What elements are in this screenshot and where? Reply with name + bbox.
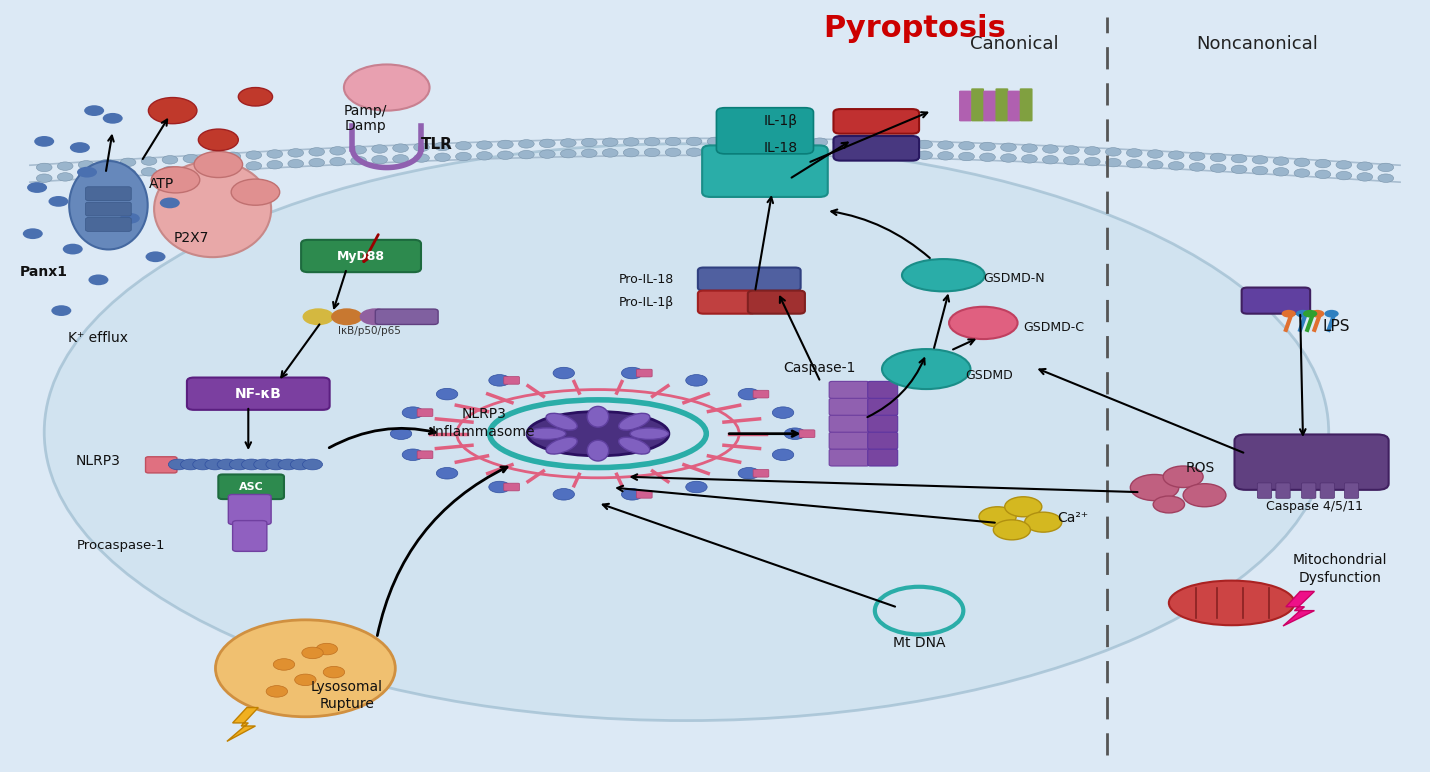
Circle shape xyxy=(323,666,345,678)
Ellipse shape xyxy=(44,144,1328,720)
Circle shape xyxy=(273,659,295,670)
Circle shape xyxy=(204,153,220,161)
FancyBboxPatch shape xyxy=(86,202,132,216)
Text: GSDMD-C: GSDMD-C xyxy=(1024,321,1084,334)
Circle shape xyxy=(330,157,346,166)
Text: Canonical: Canonical xyxy=(971,35,1060,52)
Circle shape xyxy=(34,136,54,147)
Circle shape xyxy=(1190,152,1205,161)
Circle shape xyxy=(225,152,240,161)
Ellipse shape xyxy=(1168,581,1294,625)
Text: LPS: LPS xyxy=(1323,319,1350,334)
Circle shape xyxy=(784,428,805,439)
Circle shape xyxy=(958,152,974,161)
Circle shape xyxy=(413,154,429,162)
Circle shape xyxy=(57,162,73,171)
Circle shape xyxy=(1281,310,1296,317)
Circle shape xyxy=(1042,155,1058,164)
Ellipse shape xyxy=(588,440,609,461)
Text: NLRP3: NLRP3 xyxy=(76,454,122,468)
Circle shape xyxy=(622,489,644,500)
Circle shape xyxy=(791,148,807,157)
Circle shape xyxy=(332,308,362,325)
Circle shape xyxy=(1310,310,1324,317)
Circle shape xyxy=(232,179,280,205)
Text: Pyroptosis: Pyroptosis xyxy=(824,14,1007,42)
FancyBboxPatch shape xyxy=(716,108,814,154)
Circle shape xyxy=(769,137,785,146)
Circle shape xyxy=(1127,149,1143,157)
FancyBboxPatch shape xyxy=(86,187,132,201)
Text: Pro-IL-1β: Pro-IL-1β xyxy=(619,296,674,309)
FancyBboxPatch shape xyxy=(799,430,815,438)
Circle shape xyxy=(539,139,555,147)
Ellipse shape xyxy=(902,259,985,291)
Circle shape xyxy=(602,138,618,147)
Text: Mt DNA: Mt DNA xyxy=(892,636,945,650)
Ellipse shape xyxy=(631,428,669,439)
Circle shape xyxy=(1147,150,1163,158)
Circle shape xyxy=(287,160,303,168)
Circle shape xyxy=(1294,169,1310,178)
Circle shape xyxy=(994,520,1031,540)
Circle shape xyxy=(63,244,83,255)
Circle shape xyxy=(89,275,109,285)
Text: P2X7: P2X7 xyxy=(173,231,209,245)
Circle shape xyxy=(832,138,848,147)
FancyBboxPatch shape xyxy=(1020,88,1032,121)
FancyBboxPatch shape xyxy=(375,309,438,324)
Text: IκB/p50/p65: IκB/p50/p65 xyxy=(337,326,400,336)
FancyBboxPatch shape xyxy=(86,218,132,232)
Circle shape xyxy=(645,148,661,157)
Circle shape xyxy=(1379,174,1394,182)
Circle shape xyxy=(239,87,273,106)
Circle shape xyxy=(359,308,390,325)
Circle shape xyxy=(1153,496,1184,513)
Circle shape xyxy=(120,158,136,167)
Circle shape xyxy=(489,374,511,386)
Circle shape xyxy=(169,459,189,470)
Circle shape xyxy=(980,506,1017,527)
Text: Ca²⁺: Ca²⁺ xyxy=(1058,511,1088,525)
FancyBboxPatch shape xyxy=(229,494,272,524)
Circle shape xyxy=(216,620,395,716)
Circle shape xyxy=(1210,153,1226,161)
Circle shape xyxy=(738,388,759,400)
Circle shape xyxy=(225,163,240,171)
Circle shape xyxy=(895,140,911,148)
Circle shape xyxy=(77,167,97,178)
Circle shape xyxy=(79,161,94,169)
FancyBboxPatch shape xyxy=(868,449,898,466)
Circle shape xyxy=(435,153,450,161)
FancyBboxPatch shape xyxy=(971,88,984,121)
Circle shape xyxy=(1001,143,1017,151)
Circle shape xyxy=(1231,154,1247,163)
Circle shape xyxy=(49,196,69,207)
Circle shape xyxy=(623,148,639,157)
Circle shape xyxy=(582,149,598,157)
Circle shape xyxy=(309,147,325,156)
Circle shape xyxy=(303,308,335,325)
FancyBboxPatch shape xyxy=(868,432,898,449)
Circle shape xyxy=(980,142,995,151)
Circle shape xyxy=(582,138,598,147)
FancyBboxPatch shape xyxy=(187,378,330,410)
Circle shape xyxy=(194,151,243,178)
Circle shape xyxy=(302,647,323,659)
Circle shape xyxy=(980,153,995,161)
FancyBboxPatch shape xyxy=(829,381,869,398)
Circle shape xyxy=(350,157,366,165)
Text: Lysosomal
Rupture: Lysosomal Rupture xyxy=(310,679,383,711)
Ellipse shape xyxy=(619,413,649,430)
Text: ROS: ROS xyxy=(1185,462,1216,476)
FancyBboxPatch shape xyxy=(698,290,755,313)
Circle shape xyxy=(162,156,177,164)
FancyBboxPatch shape xyxy=(418,451,433,459)
FancyBboxPatch shape xyxy=(636,490,652,498)
Circle shape xyxy=(36,174,51,182)
Circle shape xyxy=(498,151,513,160)
Circle shape xyxy=(895,151,911,159)
Circle shape xyxy=(246,161,262,170)
Circle shape xyxy=(561,139,576,147)
